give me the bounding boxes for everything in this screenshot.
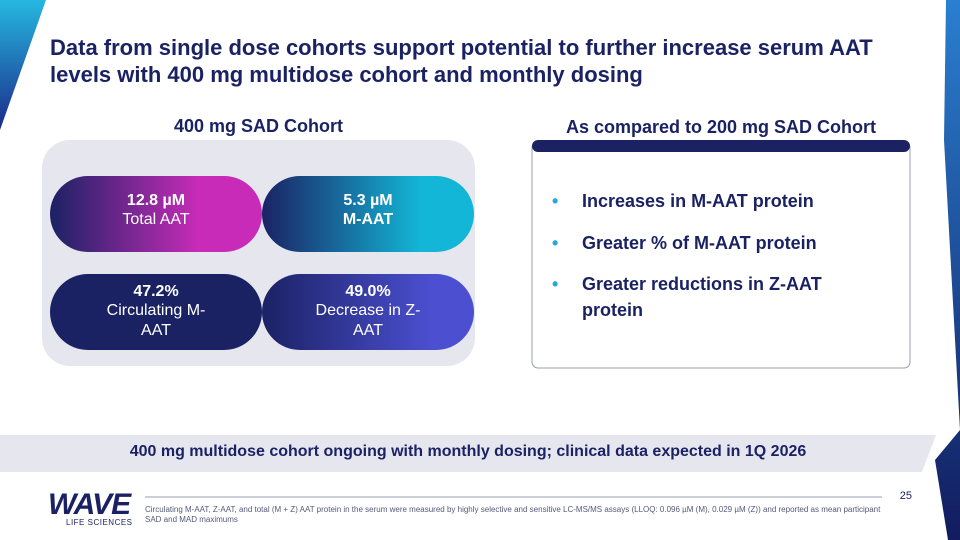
tile-label: Decrease in Z-AAT (315, 302, 421, 339)
footnote: Circulating M-AAT, Z-AAT, and total (M +… (145, 505, 881, 524)
left-heading: 400 mg SAD Cohort (173, 116, 344, 136)
tile-value: 5.3 µM (343, 192, 393, 209)
right-panel-bar (532, 140, 910, 152)
tile-value: 49.0% (345, 283, 391, 300)
right-heading: As compared to 200 mg SAD Cohort (565, 117, 877, 137)
banner: 400 mg multidose cohort ongoing with mon… (129, 443, 807, 460)
bullet: Greater reductions in Z-AAT protein (552, 271, 882, 323)
title: Data from single dose cohorts support po… (50, 35, 873, 87)
page-number: 25 (899, 490, 912, 502)
tile: 5.3 µM M-AAT (262, 176, 474, 252)
bullet: Greater % of M-AAT protein (552, 230, 902, 256)
corner-stripe (0, 0, 46, 130)
logo: WAVE (48, 488, 131, 521)
tile: 49.0% Decrease in Z-AAT (262, 274, 474, 350)
tile-label: Circulating M-AAT (106, 302, 206, 339)
tile: 12.8 µM Total AAT (50, 176, 262, 252)
tile-label: Total AAT (122, 211, 190, 228)
tile: 47.2% Circulating M-AAT (50, 274, 262, 350)
tile-value: 12.8 µM (126, 192, 186, 209)
side-stripe (935, 0, 960, 540)
banner-bg (0, 435, 936, 472)
tile-value: 47.2% (133, 283, 179, 300)
bullet: Increases in M-AAT protein (552, 188, 902, 214)
logo-sub: LIFE SCIENCES (66, 518, 133, 527)
tile-label: M-AAT (342, 211, 394, 228)
